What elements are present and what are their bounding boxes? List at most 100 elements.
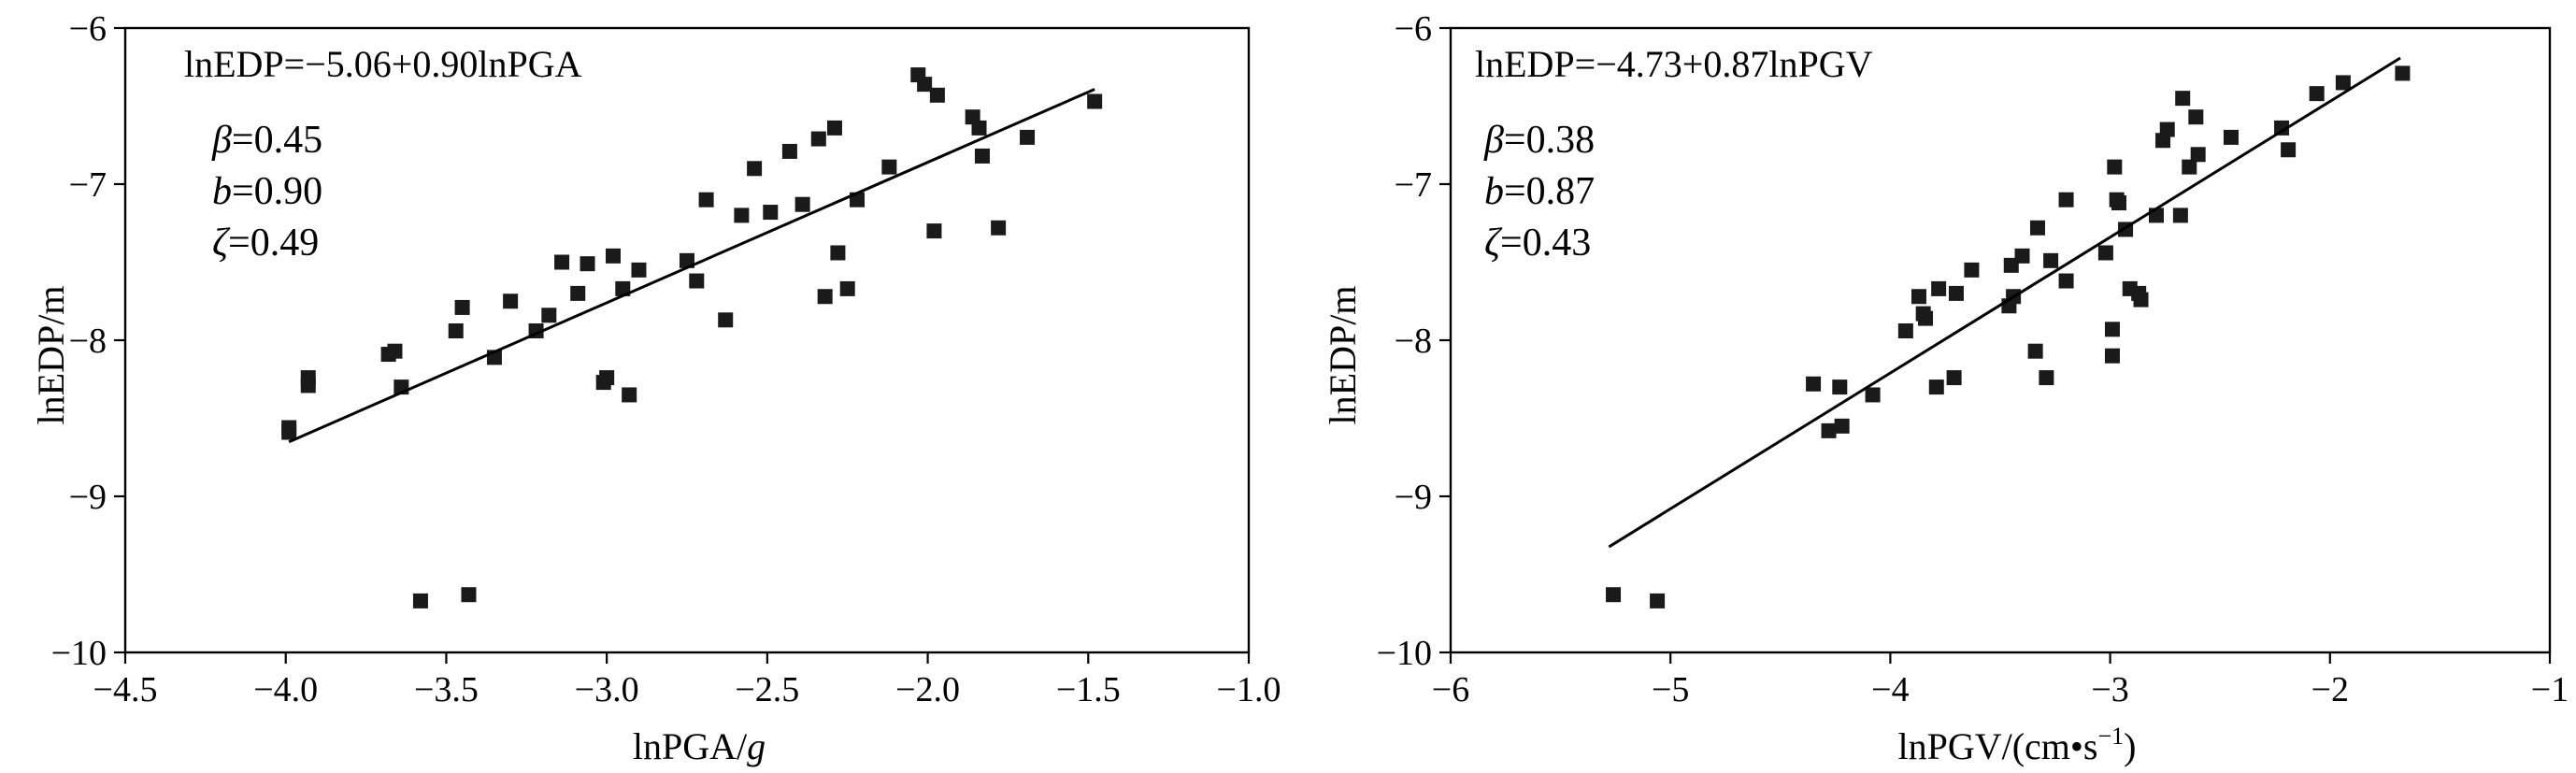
data-point (917, 77, 933, 93)
data-point (461, 587, 477, 603)
x-tick-label: −2.0 (895, 670, 960, 709)
data-point (622, 387, 637, 403)
plot-frame (123, 26, 1251, 654)
data-point (929, 87, 945, 103)
data-point (1832, 379, 1848, 395)
data-point (570, 285, 586, 301)
data-point (2043, 252, 2059, 268)
data-point (926, 223, 942, 239)
data-point (2111, 195, 2127, 211)
data-point (718, 312, 734, 328)
data-point (974, 148, 990, 164)
data-point (991, 220, 1007, 236)
data-point (1897, 322, 1913, 338)
data-points (1606, 65, 2411, 608)
data-point (1806, 376, 1822, 392)
parameter-zeta-symbol: ζ (212, 222, 231, 265)
data-point (2281, 142, 2297, 158)
data-point (2097, 245, 2113, 261)
x-axis-label-unit: g (747, 725, 766, 767)
y-tick-label: −6 (1395, 9, 1432, 49)
data-point (1931, 280, 1947, 296)
regression-equation: lnEDP=−4.73+0.87lnPGV (1475, 43, 1873, 85)
data-point (2335, 75, 2351, 91)
data-point (2182, 159, 2197, 175)
x-axis-label-main: lnPGV/(cm•s (1897, 725, 2097, 767)
data-point (2014, 248, 2030, 264)
x-tick-label: −4 (1871, 670, 1909, 709)
data-point (300, 378, 316, 394)
data-point (281, 424, 297, 440)
y-tick-label: −9 (1395, 478, 1432, 517)
y-axis-label: lnEDP/m (30, 286, 72, 425)
data-point (680, 252, 694, 268)
y-tick-label: −7 (1395, 165, 1432, 205)
data-point (412, 593, 428, 608)
data-points (281, 67, 1103, 608)
data-point (734, 208, 750, 223)
data-point (2274, 120, 2290, 136)
data-point (839, 280, 855, 296)
parameter-zeta-symbol: ζ (1484, 222, 1503, 265)
axis-ticks: −4.5 −4.0 −3.5 −3.0 −2.5 −2.0 −1.5 −1.0 −10 −9 −8 −… (51, 9, 1281, 709)
x-tick-label: −5 (1652, 670, 1689, 709)
y-tick-label: −8 (69, 322, 107, 361)
data-point (1964, 262, 1980, 278)
data-point (503, 293, 519, 309)
data-point (830, 245, 846, 261)
data-point (631, 262, 647, 278)
x-tick-label: −1 (2531, 670, 2569, 709)
data-point (606, 248, 622, 264)
regression-line (288, 88, 1095, 444)
data-point (1606, 587, 1622, 603)
data-point (826, 120, 842, 136)
parameter-zeta-value: =0.49 (228, 222, 319, 265)
x-axis-label-close: ) (2124, 725, 2136, 767)
x-axis-label: lnPGA/g (633, 725, 766, 767)
data-point (1834, 418, 1850, 434)
data-point (2104, 348, 2120, 364)
y-tick-label: −10 (1377, 634, 1432, 673)
data-point (1865, 387, 1881, 403)
parameter-beta: β=0.45 (211, 119, 322, 162)
y-tick-label: −8 (1395, 322, 1432, 361)
data-point (387, 343, 403, 359)
plot-frame (1449, 26, 2552, 654)
x-axis-label: lnPGV/(cm•s−1) (1897, 723, 2136, 767)
x-tick-label: −2.5 (735, 670, 799, 709)
data-point (580, 256, 595, 272)
data-point (615, 280, 631, 296)
data-point (448, 322, 464, 338)
data-point (747, 161, 763, 177)
data-point (2039, 370, 2054, 386)
regression-equation: lnEDP=−5.06+0.90lnPGA (184, 43, 582, 85)
parameter-beta: β=0.38 (1483, 119, 1595, 162)
data-point (794, 196, 810, 212)
data-point (881, 159, 897, 175)
data-point (599, 370, 615, 386)
data-point (817, 289, 833, 305)
data-point (1087, 93, 1103, 109)
data-point (2107, 159, 2123, 175)
data-point (2058, 273, 2074, 289)
data-point (2104, 322, 2120, 337)
x-tick-label: −3.5 (414, 670, 479, 709)
data-point (1911, 289, 1926, 305)
y-tick-label: −7 (69, 165, 107, 205)
data-point (971, 120, 987, 136)
x-tick-label: −3.0 (575, 670, 639, 709)
parameter-beta-symbol: β (1483, 119, 1504, 162)
data-point (454, 299, 470, 315)
data-point (1928, 379, 1944, 395)
data-point (2029, 220, 2045, 236)
data-point (1020, 129, 1036, 145)
data-point (763, 205, 779, 221)
x-tick-label: −1.5 (1056, 670, 1121, 709)
parameter-b-value: =0.90 (232, 170, 322, 213)
data-point (2133, 292, 2149, 308)
data-point (1650, 593, 1666, 608)
parameter-zeta: ζ=0.43 (1484, 222, 1591, 265)
parameter-zeta: ζ=0.49 (212, 222, 319, 265)
parameter-b: b=0.90 (212, 170, 322, 213)
